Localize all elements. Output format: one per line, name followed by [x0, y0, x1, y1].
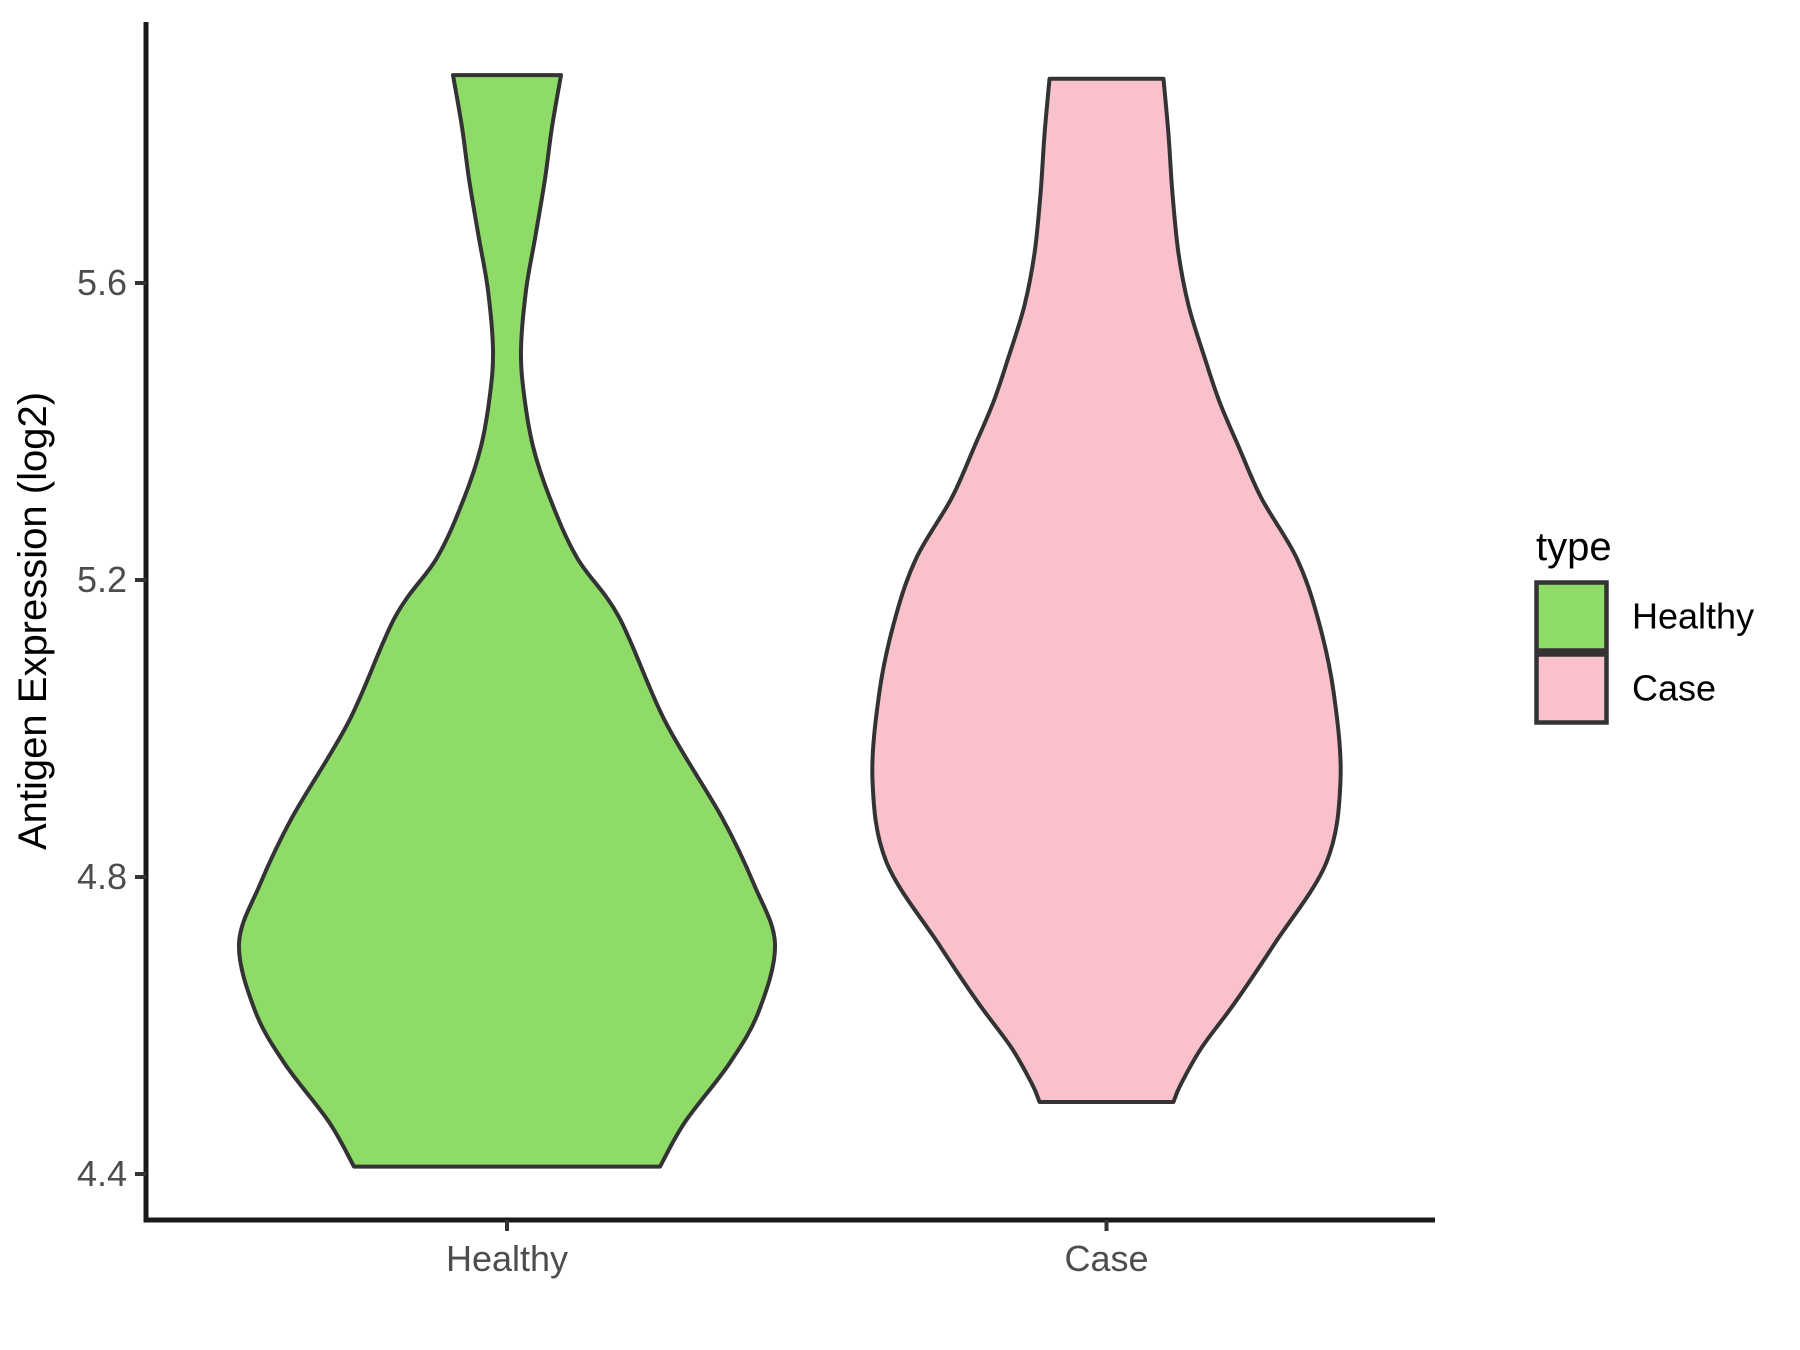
- legend-swatch-case: [1534, 652, 1609, 725]
- y-axis-ticks: 4.4 4.8 5.2 5.6: [77, 262, 146, 1194]
- legend-swatch-healthy: [1534, 580, 1609, 653]
- legend-label-healthy: Healthy: [1632, 596, 1754, 637]
- legend-title: type: [1536, 525, 1612, 569]
- x-axis-ticks: Healthy Case: [446, 1220, 1149, 1279]
- y-axis-title: Antigen Expression (log2): [11, 392, 55, 850]
- violin-case: [870, 76, 1343, 1104]
- y-tick-label: 5.2: [77, 559, 127, 600]
- violins-group: [236, 73, 1343, 1169]
- y-tick-label: 4.8: [77, 856, 127, 897]
- y-tick-label: 5.6: [77, 262, 127, 303]
- axis-lines: [143, 22, 1435, 1223]
- legend-keys: Healthy Case: [1534, 580, 1754, 725]
- legend-label-case: Case: [1632, 668, 1716, 709]
- x-category-label-case: Case: [1064, 1238, 1148, 1279]
- y-tick-label: 4.4: [77, 1153, 127, 1194]
- legend: type Healthy Case: [1534, 525, 1754, 725]
- violin-healthy: [236, 73, 778, 1169]
- x-category-label-healthy: Healthy: [446, 1238, 568, 1279]
